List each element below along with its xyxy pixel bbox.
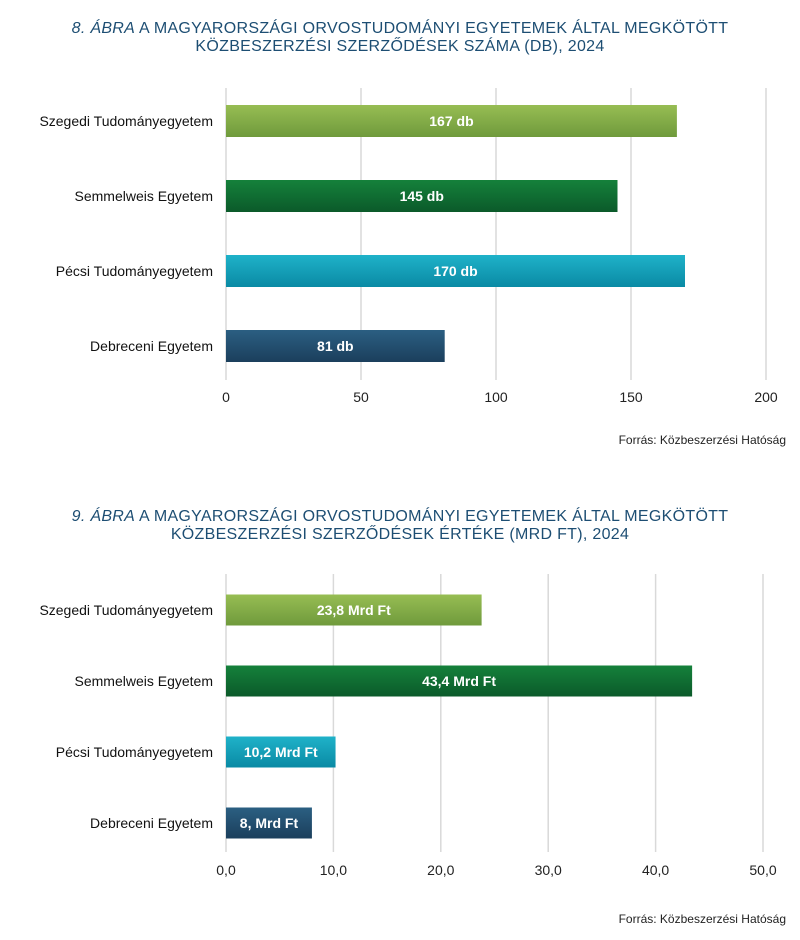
data-label: 10,2 Mrd Ft (244, 744, 318, 760)
figure-9: 9. ÁBRA A MAGYARORSZÁGI ORVOSTUDOMÁNYI E… (0, 470, 800, 940)
category-label: Pécsi Tudományegyetem (56, 744, 213, 760)
title-line-1: A MAGYARORSZÁGI ORVOSTUDOMÁNYI EGYETEMEK… (139, 20, 729, 37)
category-label: Semmelweis Egyetem (75, 673, 214, 689)
figure-number: 9. ÁBRA (71, 508, 136, 525)
category-label: Szegedi Tudományegyetem (39, 602, 213, 618)
bar (226, 255, 685, 287)
x-tick-label: 50,0 (749, 862, 776, 878)
figure-8: 8. ÁBRA A MAGYARORSZÁGI ORVOSTUDOMÁNYI E… (0, 20, 800, 447)
bar (226, 180, 618, 212)
x-tick-label: 30,0 (535, 862, 562, 878)
chart-title: 8. ÁBRA A MAGYARORSZÁGI ORVOSTUDOMÁNYI E… (0, 20, 800, 56)
x-tick-label: 40,0 (642, 862, 669, 878)
x-tick-label: 150 (619, 389, 643, 405)
chart-title: 9. ÁBRA A MAGYARORSZÁGI ORVOSTUDOMÁNYI E… (0, 508, 800, 544)
bar-chart-contract-count: 0 50 100 150 200 Szegedi Tudományegyetem 167 d… (39, 88, 778, 405)
data-label: 170 db (433, 263, 477, 279)
category-label: Pécsi Tudományegyetem (56, 263, 213, 279)
title-line-2: KÖZBESZERZÉSI SZERZŐDÉSEK ÉRTÉKE (MRD FT… (170, 526, 630, 543)
data-label: 145 db (400, 188, 444, 204)
data-label: 81 db (317, 338, 354, 354)
category-label: Debreceni Egyetem (90, 815, 213, 831)
bar (226, 807, 312, 839)
x-tick-label: 200 (754, 389, 778, 405)
data-label: 8, Mrd Ft (240, 815, 299, 831)
x-tick-label: 100 (484, 389, 508, 405)
x-tick-label: 50 (353, 389, 369, 405)
x-tick-label: 0 (222, 389, 230, 405)
x-tick-label: 0,0 (216, 862, 236, 878)
bar (226, 594, 482, 626)
source-note: Forrás: Közbeszerzési Hatóság (618, 433, 786, 447)
x-tick-label: 20,0 (427, 862, 454, 878)
bar (226, 330, 445, 362)
category-label: Debreceni Egyetem (90, 338, 213, 354)
category-label: Szegedi Tudományegyetem (39, 113, 213, 129)
bar-chart-contract-value: 0,0 10,0 20,0 30,0 40,0 50,0 Szegedi Tudománye… (39, 574, 777, 878)
title-line-2: KÖZBESZERZÉSI SZERZŐDÉSEK SZÁMA (DB), 20… (195, 38, 605, 55)
bar (226, 736, 336, 768)
x-tick-label: 10,0 (320, 862, 347, 878)
figure-number: 8. ÁBRA (71, 20, 136, 37)
source-note: Forrás: Közbeszerzési Hatóság (618, 912, 786, 926)
data-label: 23,8 Mrd Ft (317, 602, 391, 618)
bar (226, 105, 677, 137)
title-line-1: A MAGYARORSZÁGI ORVOSTUDOMÁNYI EGYETEMEK… (139, 508, 729, 525)
data-label: 43,4 Mrd Ft (422, 673, 496, 689)
data-label: 167 db (429, 113, 473, 129)
bar (226, 665, 693, 697)
category-label: Semmelweis Egyetem (75, 188, 214, 204)
